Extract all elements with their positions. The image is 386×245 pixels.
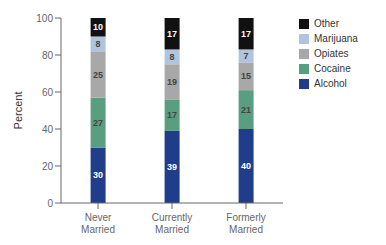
html-text:Opiates: Opiates: [314, 48, 349, 59]
svg-text:27: 27: [93, 118, 103, 128]
svg-text:20: 20: [42, 161, 54, 172]
svg-text:10: 10: [93, 22, 103, 32]
svg-text:19: 19: [167, 77, 177, 87]
svg-text:NeverMarried: NeverMarried: [81, 212, 115, 235]
svg-text:21: 21: [241, 105, 251, 115]
svg-text:Percent: Percent: [12, 92, 24, 130]
svg-text:30: 30: [93, 170, 103, 180]
html-text:Other: Other: [314, 18, 339, 29]
svg-text:17: 17: [241, 29, 251, 39]
svg-text:0: 0: [47, 198, 53, 209]
svg-text:100: 100: [36, 13, 53, 24]
svg-text:17: 17: [167, 29, 177, 39]
svg-text:8: 8: [96, 39, 101, 49]
svg-text:39: 39: [167, 162, 177, 172]
svg-text:FormerlyMarried: FormerlyMarried: [226, 212, 265, 235]
html-text:Marijuana: Marijuana: [314, 33, 358, 44]
svg-text:CurrentlyMarried: CurrentlyMarried: [152, 212, 193, 235]
svg-text:15: 15: [241, 71, 251, 81]
html-text:Cocaine: Cocaine: [314, 63, 351, 74]
html-text:Alcohol: Alcohol: [314, 78, 347, 89]
svg-text:40: 40: [241, 161, 251, 171]
svg-text:80: 80: [42, 50, 54, 61]
svg-text:40: 40: [42, 124, 54, 135]
svg-text:17: 17: [167, 110, 177, 120]
svg-text:25: 25: [93, 70, 103, 80]
svg-text:7: 7: [244, 51, 249, 61]
svg-text:8: 8: [170, 52, 175, 62]
svg-text:60: 60: [42, 87, 54, 98]
